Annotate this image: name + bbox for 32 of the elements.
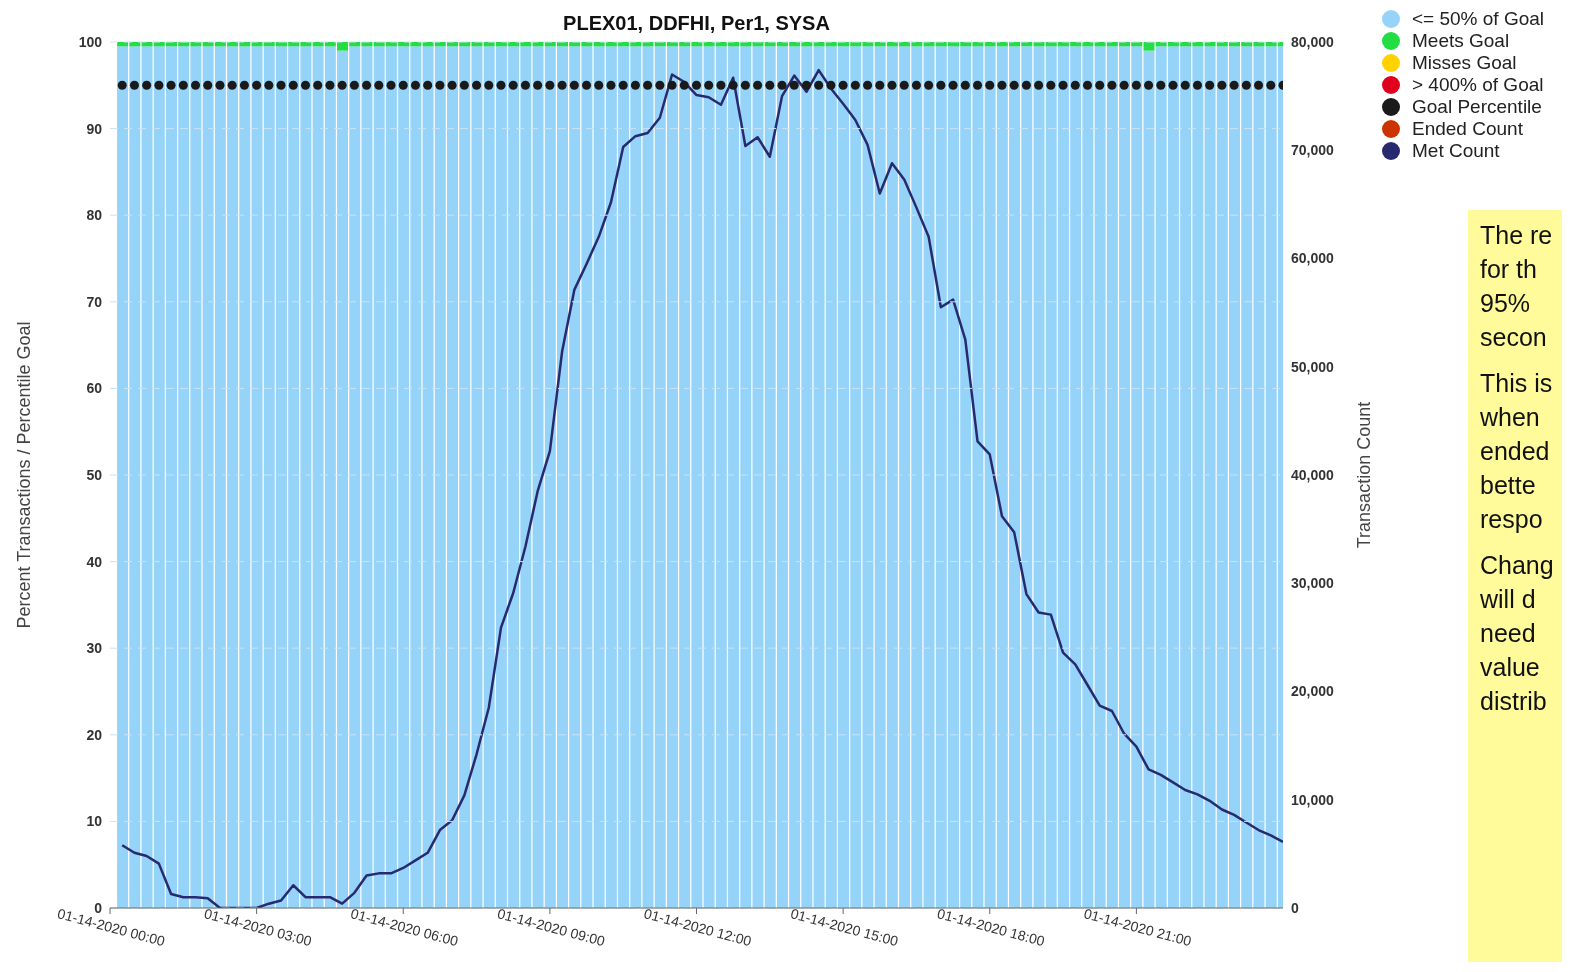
y-tick-label: 20 (86, 726, 103, 743)
y-tick-label: 70 (86, 293, 103, 310)
legend-label: Meets Goal (1412, 30, 1510, 52)
legend-label: > 400% of Goal (1412, 74, 1544, 96)
y-tick-label: 100 (78, 33, 103, 50)
text: The re for th 95% secon (1480, 220, 1554, 353)
y-tick-label: 60 (86, 380, 103, 397)
y-tick-label: 30 (86, 640, 103, 657)
y2-tick-label: 40,000 (1291, 466, 1335, 483)
y2-tick-label: 30,000 (1291, 575, 1335, 592)
y2-tick-label: 10,000 (1291, 791, 1335, 808)
legend-label: <= 50% of Goal (1412, 8, 1545, 30)
y-tick-label: 40 (86, 553, 103, 570)
y2-tick-label: 50,000 (1291, 358, 1335, 375)
y-axis-title: Percent Transactions / Percentile Goal (14, 321, 35, 629)
y2-tick-label: 70,000 (1291, 142, 1335, 159)
legend-label: Ended Count (1412, 118, 1523, 140)
y2-tick-label: 20,000 (1291, 683, 1335, 700)
y-tick-label: 50 (86, 466, 103, 483)
chart-title: PLEX01, DDFHI, Per1, SYSA (562, 12, 831, 35)
y-tick-label: 90 (86, 120, 103, 137)
legend-label: Misses Goal (1412, 52, 1517, 74)
text: Chang will d need value distrib (1480, 550, 1555, 717)
text: This is when ended bette respo (1480, 368, 1554, 535)
y2-tick-label: 80,000 (1291, 33, 1335, 50)
y2-axis-title: Transaction Count (1354, 401, 1375, 549)
y-tick-label: 10 (86, 813, 103, 830)
y-tick-label: 80 (86, 207, 103, 224)
y2-tick-label: 60,000 (1291, 250, 1335, 267)
legend-label: Goal Percentile (1412, 96, 1542, 118)
legend-label: Met Count (1412, 140, 1500, 162)
y2-tick-label: 0 (1291, 899, 1299, 916)
